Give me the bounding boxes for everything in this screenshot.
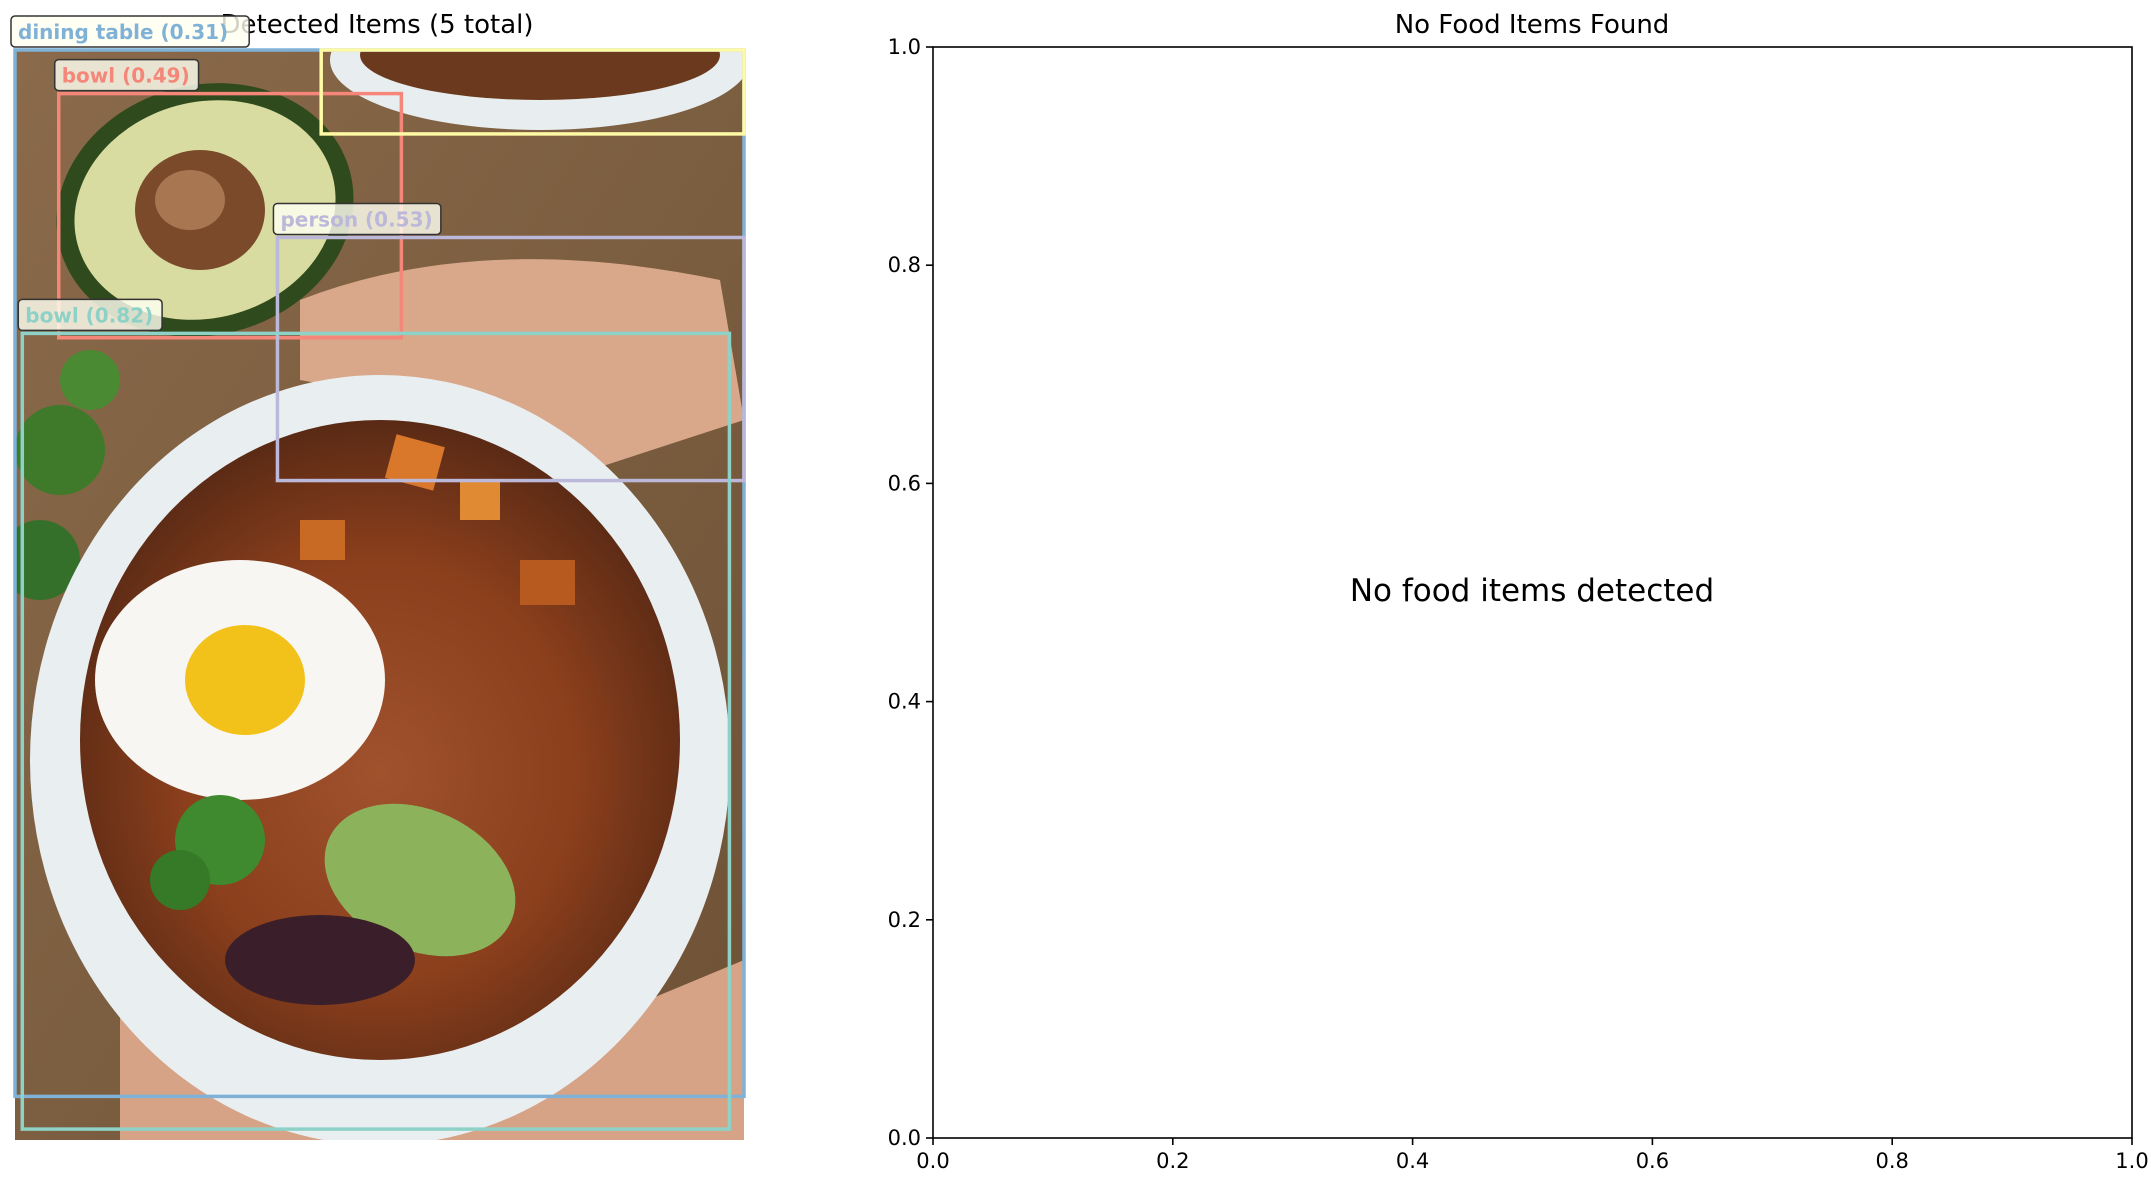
left-title: Detected Items (5 total) [220, 10, 533, 40]
y-tick-label: 0.4 [888, 690, 921, 714]
y-tick-label: 0.2 [888, 908, 921, 932]
detection-box [319, 48, 746, 136]
y-tick-label: 0.0 [888, 1126, 921, 1150]
empty-chart-panel: No Food Items Found 0.0 0.2 0.4 0.6 0.8 1.0 0… [888, 10, 2149, 1173]
y-tick-label: 0.6 [888, 471, 921, 495]
x-axis: 0.0 0.2 0.4 0.6 0.8 1.0 [916, 1138, 2149, 1173]
plot-area [932, 46, 2133, 1139]
x-tick-label: 0.4 [1396, 1149, 1429, 1173]
detections: dining table (0.31) bowl (0.49) person (0.… [10, 15, 746, 1131]
detection-label: person (0.53) [280, 207, 432, 231]
x-tick-label: 0.6 [1636, 1149, 1669, 1173]
detection-label-box [272, 202, 442, 236]
food-photo [15, 50, 744, 1140]
x-tick-label: 0.8 [1875, 1149, 1908, 1173]
detection-box [20, 331, 732, 1131]
detection-box [275, 235, 746, 483]
y-tick-label: 0.8 [888, 253, 921, 277]
no-detections-message: No food items detected [1350, 573, 1714, 609]
detection-label: bowl (0.82) [25, 303, 153, 327]
x-tick-label: 1.0 [2115, 1149, 2148, 1173]
detection-label: bowl (0.49) [62, 64, 190, 88]
detection-label: dining table (0.31) [18, 20, 228, 44]
detection-label-box [53, 58, 200, 92]
detection-label-box [10, 15, 250, 48]
right-title: No Food Items Found [1395, 10, 1670, 40]
y-tick-label: 1.0 [888, 35, 921, 59]
detection-panel: Detected Items (5 total) dining table (0… [10, 10, 746, 1140]
detection-label-box [17, 298, 163, 332]
x-tick-label: 0.0 [916, 1149, 949, 1173]
x-tick-label: 0.2 [1156, 1149, 1189, 1173]
y-axis: 0.0 0.2 0.4 0.6 0.8 1.0 [888, 35, 933, 1150]
